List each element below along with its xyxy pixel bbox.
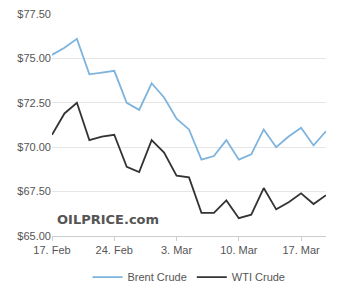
svg-text:$70.00: $70.00: [17, 141, 51, 153]
svg-text:OILPRICE.com: OILPRICE.com: [57, 212, 159, 227]
svg-text:$75.00: $75.00: [17, 52, 51, 64]
svg-text:WTI Crude: WTI Crude: [232, 271, 285, 283]
svg-text:$72.50: $72.50: [17, 97, 51, 109]
svg-text:10. Mar: 10. Mar: [220, 244, 258, 256]
svg-text:17. Feb: 17. Feb: [33, 244, 70, 256]
svg-text:17. Mar: 17. Mar: [282, 244, 320, 256]
svg-text:$67.50: $67.50: [17, 185, 51, 197]
svg-text:24. Feb: 24. Feb: [96, 244, 133, 256]
svg-text:3. Mar: 3. Mar: [161, 244, 193, 256]
svg-text:$65.00: $65.00: [17, 230, 51, 242]
svg-text:$77.50: $77.50: [17, 8, 51, 20]
svg-text:Brent Crude: Brent Crude: [128, 271, 187, 283]
